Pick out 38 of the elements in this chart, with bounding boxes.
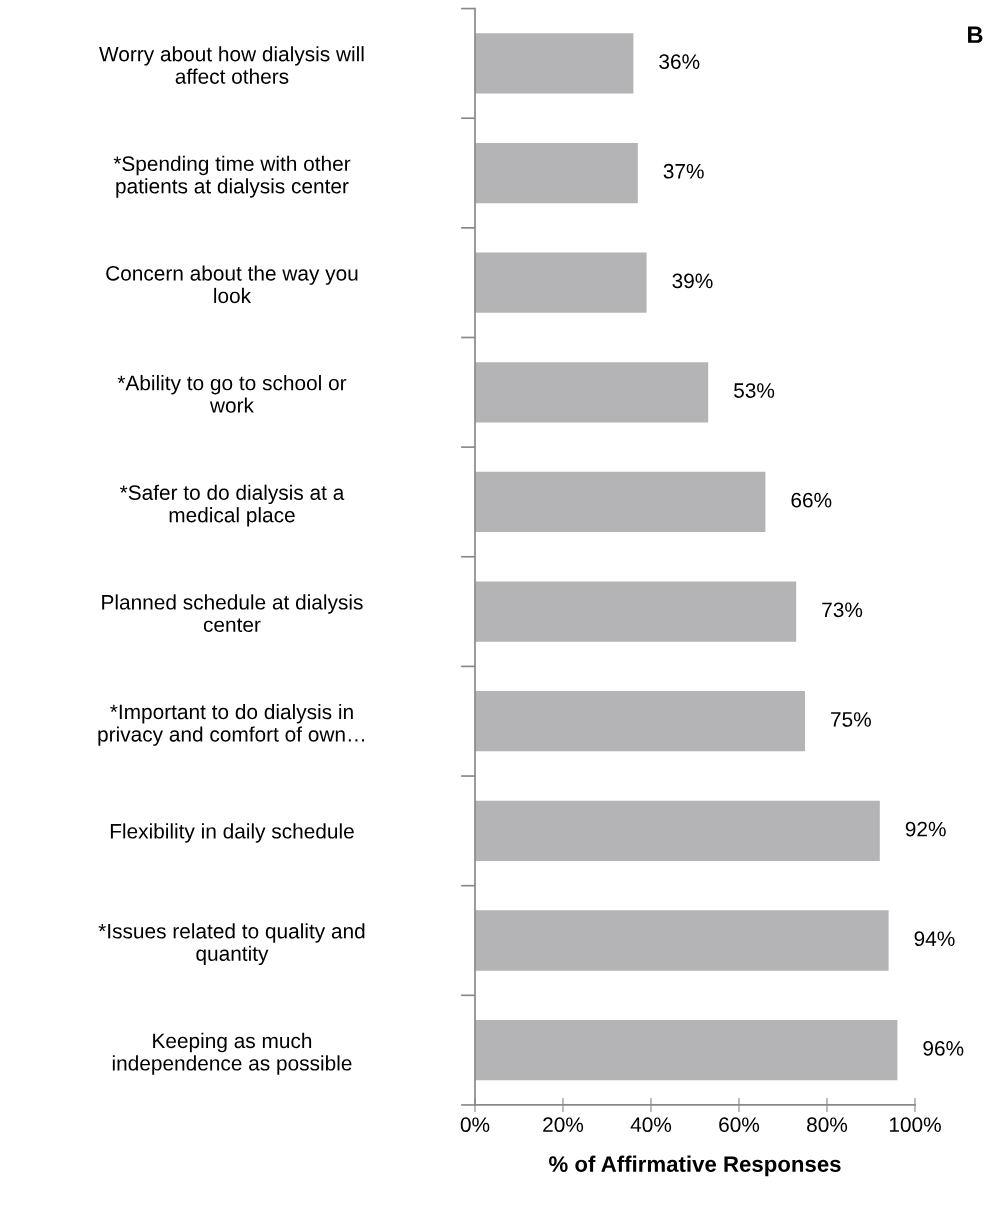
data-label: 37% xyxy=(663,163,704,179)
bar xyxy=(475,1019,898,1081)
y-tick-label: Planned schedule at dialysis center xyxy=(102,594,363,633)
bar xyxy=(475,362,709,423)
bar xyxy=(475,33,634,94)
bar xyxy=(475,910,889,971)
x-tick-label: 20% xyxy=(543,1117,584,1133)
bar xyxy=(475,252,647,313)
text: B xyxy=(968,26,983,43)
x-tick-label: 40% xyxy=(630,1117,672,1133)
data-label: 53% xyxy=(734,383,775,398)
y-tick-label: *Spending time with other patients at dialysis center xyxy=(113,155,351,198)
x-axis-title: % of Affirmative Responses xyxy=(549,1155,841,1177)
y-tick-label: *Important to do dialysis in privacy and comfort of own… xyxy=(98,703,365,746)
bar xyxy=(475,471,766,533)
y-tick-label: Worry about how dialysis will affect others xyxy=(99,46,364,84)
data-label: 92% xyxy=(905,821,946,837)
y-tick-label: *Safer to do dialysis at a medical place xyxy=(119,484,345,527)
y-tick-label: *Ability to go to school or work xyxy=(117,375,347,413)
x-tick-label: 60% xyxy=(719,1117,760,1133)
y-tick-label: Keeping as much independence as possible xyxy=(112,1032,352,1075)
y-tick-label: *Issues related to quality and quantity xyxy=(98,923,365,966)
data-label: 39% xyxy=(672,273,713,289)
bar xyxy=(475,142,638,204)
bar xyxy=(475,581,797,642)
data-label: 73% xyxy=(822,602,863,618)
x-tick-label: 100% xyxy=(889,1117,941,1133)
data-label: 96% xyxy=(923,1040,964,1056)
y-tick-label: Concern about the way you look xyxy=(106,265,358,304)
x-tick-label: 80% xyxy=(807,1117,848,1133)
y-tick-label: Flexibility in daily schedule xyxy=(110,823,354,843)
data-label: 66% xyxy=(791,492,832,508)
bar xyxy=(475,691,805,752)
bar xyxy=(475,800,880,862)
x-tick-label: 0% xyxy=(460,1117,490,1133)
data-label: 75% xyxy=(831,712,871,727)
data-label: 94% xyxy=(914,931,955,947)
data-label: 36% xyxy=(659,54,700,69)
